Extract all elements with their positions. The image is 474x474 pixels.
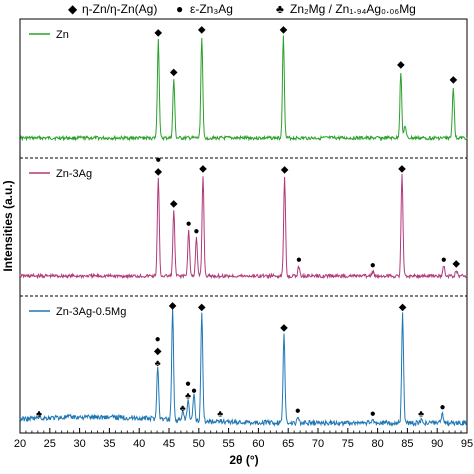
peak-marker: ●	[370, 260, 376, 271]
panel-zn-3ag: Zn-3Ag●◆◆●●◆ ◆● ●◆● ◆	[19, 154, 468, 280]
peak-marker: ◆	[280, 322, 288, 333]
peak-marker: ◆	[169, 301, 177, 312]
peak-marker: ◆	[281, 164, 289, 175]
peak-marker: ●	[186, 218, 192, 229]
x-axis-label: 2θ (°)	[229, 453, 258, 467]
series-line	[19, 307, 468, 428]
legend-symbol: ◆	[68, 2, 78, 16]
x-tick-label: 60	[252, 438, 264, 450]
panels: Zn ◆◆◆ ◆◆◆Zn-3Ag●◆◆●●◆ ◆● ●◆● ◆Zn-3Ag-0.5Mg♣●…	[19, 24, 468, 428]
peak-marker: ◆	[154, 28, 162, 39]
legend-title: ◆ η-Zn/η-Zn(Ag) ● ε-Zn₃Ag ♣ Zn₂Mg / Zn₁.₉₄Ag₀…	[68, 2, 416, 16]
x-tick-label: 70	[312, 438, 324, 450]
panel-zn: Zn ◆ ◆ ◆ ◆ ◆ ◆	[19, 24, 468, 142]
legend-symbol: ♣	[276, 2, 284, 16]
peak-marker: ◆	[199, 163, 207, 174]
peak-marker: ●	[370, 409, 376, 420]
series-line	[19, 173, 468, 280]
peak-marker: ◆	[154, 166, 162, 177]
peak-marker: ◆	[398, 163, 406, 174]
legend-text: η-Zn/η-Zn(Ag)	[82, 2, 157, 16]
legend-text: ε-Zn₃Ag	[190, 2, 233, 16]
peak-marker: ●	[440, 402, 446, 413]
x-tick-label: 25	[44, 438, 56, 450]
peak-marker: ●	[441, 254, 447, 265]
peak-marker: ●	[193, 226, 199, 237]
legend-label: Zn-3Ag-0.5Mg	[56, 306, 126, 318]
peak-marker: ●	[295, 405, 301, 416]
x-tick-label: 85	[401, 438, 413, 450]
y-axis-label: Intensities (a.u.)	[1, 180, 15, 271]
legend-label: Zn	[56, 29, 69, 41]
x-tick-label: 90	[431, 438, 443, 450]
peak-marker: ◆	[198, 24, 206, 35]
peak-marker: ●	[185, 378, 191, 389]
peak-marker: ●	[155, 334, 161, 345]
panel-zn-3ag-0.5mg: Zn-3Ag-0.5Mg♣●◆♣◆♣●♣ ●◆♣◆● ●◆♣●	[19, 301, 468, 428]
x-axis: 20 25 30 35 40 45 50 55 60 65 70 75 80 85 90 95	[14, 428, 473, 450]
peak-marker: ◆	[280, 24, 288, 35]
peak-marker: ◆	[198, 302, 206, 313]
legend-symbol: ●	[176, 2, 183, 16]
legend-text: Zn₂Mg / Zn₁.₉₄Ag₀.₀₆Mg	[290, 2, 416, 16]
peak-marker: ◆	[154, 346, 162, 357]
x-tick-label: 45	[163, 438, 175, 450]
peak-marker: ●	[296, 254, 302, 265]
plot-frame	[19, 18, 468, 434]
x-tick-label: 80	[371, 438, 383, 450]
peak-marker: ♣	[36, 409, 42, 419]
peak-marker: ◆	[449, 75, 457, 86]
x-tick-label: 35	[103, 438, 115, 450]
x-tick-label: 50	[193, 438, 205, 450]
peak-marker: ◆	[452, 259, 460, 270]
x-tick-label: 40	[133, 438, 145, 450]
peak-marker: ◆	[170, 67, 178, 78]
peak-marker: ♣	[185, 390, 191, 400]
peak-marker: ♣	[155, 358, 161, 368]
peak-marker: ◆	[399, 302, 407, 313]
peak-marker: ♣	[217, 409, 223, 419]
peak-marker: ♣	[180, 403, 186, 413]
x-tick-label: 75	[342, 438, 354, 450]
peak-marker: ●	[191, 386, 197, 397]
x-tick-label: 55	[222, 438, 234, 450]
peak-marker: ◆	[170, 198, 178, 209]
series-line	[19, 35, 468, 142]
peak-marker: ●	[155, 154, 161, 165]
x-tick-label: 30	[73, 438, 85, 450]
peak-marker: ◆	[397, 60, 405, 71]
x-tick-label: 95	[461, 438, 473, 450]
legend-label: Zn-3Ag	[56, 168, 92, 180]
peak-marker: ♣	[418, 409, 424, 419]
x-tick-label: 20	[14, 438, 26, 450]
x-tick-label: 65	[282, 438, 294, 450]
